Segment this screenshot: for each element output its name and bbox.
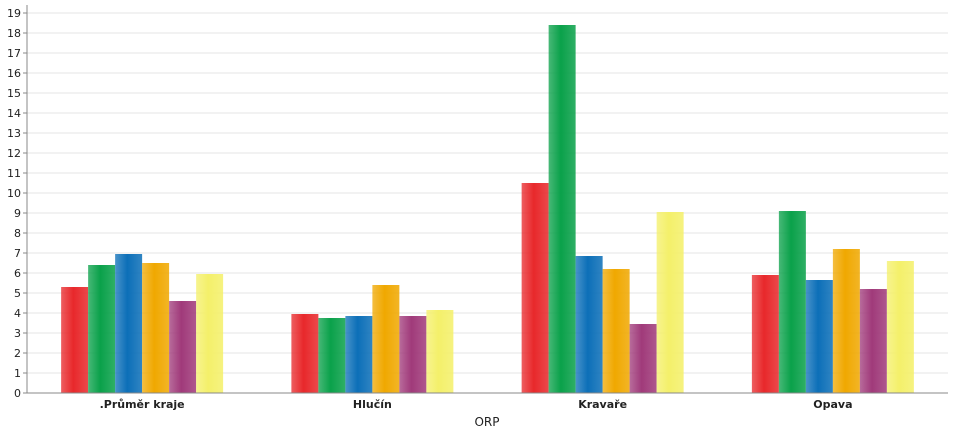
x-tick-label: Hlučín bbox=[353, 398, 392, 411]
y-tick-label: 9 bbox=[14, 207, 21, 220]
bar bbox=[886, 261, 914, 393]
bar bbox=[548, 25, 576, 393]
bar bbox=[521, 183, 549, 393]
y-tick-label: 16 bbox=[7, 67, 21, 80]
x-tick-label: .Průměr kraje bbox=[100, 398, 185, 411]
x-axis: .Průměr kraje Hlučín Kravaře Opava bbox=[27, 392, 948, 411]
y-tick-label: 12 bbox=[7, 147, 21, 160]
y-tick-label: 14 bbox=[7, 107, 21, 120]
y-tick-label: 10 bbox=[7, 187, 21, 200]
y-tick-label: 19 bbox=[7, 7, 21, 20]
bar bbox=[399, 316, 427, 393]
x-tick-label: Opava bbox=[813, 398, 852, 411]
bar bbox=[169, 301, 197, 393]
y-tick-label: 17 bbox=[7, 47, 21, 60]
y-tick-label: 4 bbox=[14, 307, 21, 320]
y-tick-label: 6 bbox=[14, 267, 21, 280]
bar bbox=[372, 285, 400, 393]
x-axis-title: ORP bbox=[474, 415, 499, 429]
bar bbox=[142, 263, 170, 393]
y-tick-label: 3 bbox=[14, 327, 21, 340]
y-tick-label: 8 bbox=[14, 227, 21, 240]
bar bbox=[602, 269, 630, 393]
gridlines bbox=[27, 12, 948, 394]
bar bbox=[805, 280, 833, 393]
bar bbox=[88, 265, 116, 393]
bar bbox=[832, 249, 860, 393]
bar bbox=[751, 275, 779, 393]
bar bbox=[61, 287, 89, 393]
x-tick-label: Kravaře bbox=[578, 398, 627, 411]
bar bbox=[575, 256, 603, 393]
bar bbox=[859, 289, 887, 393]
y-tick-label: 7 bbox=[14, 247, 21, 260]
y-tick-label: 11 bbox=[7, 167, 21, 180]
y-tick-label: 0 bbox=[14, 387, 21, 400]
bar bbox=[291, 314, 319, 393]
y-tick-label: 2 bbox=[14, 347, 21, 360]
y-tick-label: 18 bbox=[7, 27, 21, 40]
bar bbox=[778, 211, 806, 393]
bars bbox=[61, 25, 914, 393]
y-tick-label: 5 bbox=[14, 287, 21, 300]
bar bbox=[196, 274, 224, 393]
bar bbox=[345, 316, 373, 393]
bar bbox=[426, 310, 454, 393]
y-tick-label: 15 bbox=[7, 87, 21, 100]
bar bbox=[115, 254, 143, 393]
bar bbox=[318, 318, 346, 393]
bar bbox=[656, 212, 684, 393]
y-tick-label: 13 bbox=[7, 127, 21, 140]
bar bbox=[629, 324, 657, 393]
y-tick-label: 1 bbox=[14, 367, 21, 380]
